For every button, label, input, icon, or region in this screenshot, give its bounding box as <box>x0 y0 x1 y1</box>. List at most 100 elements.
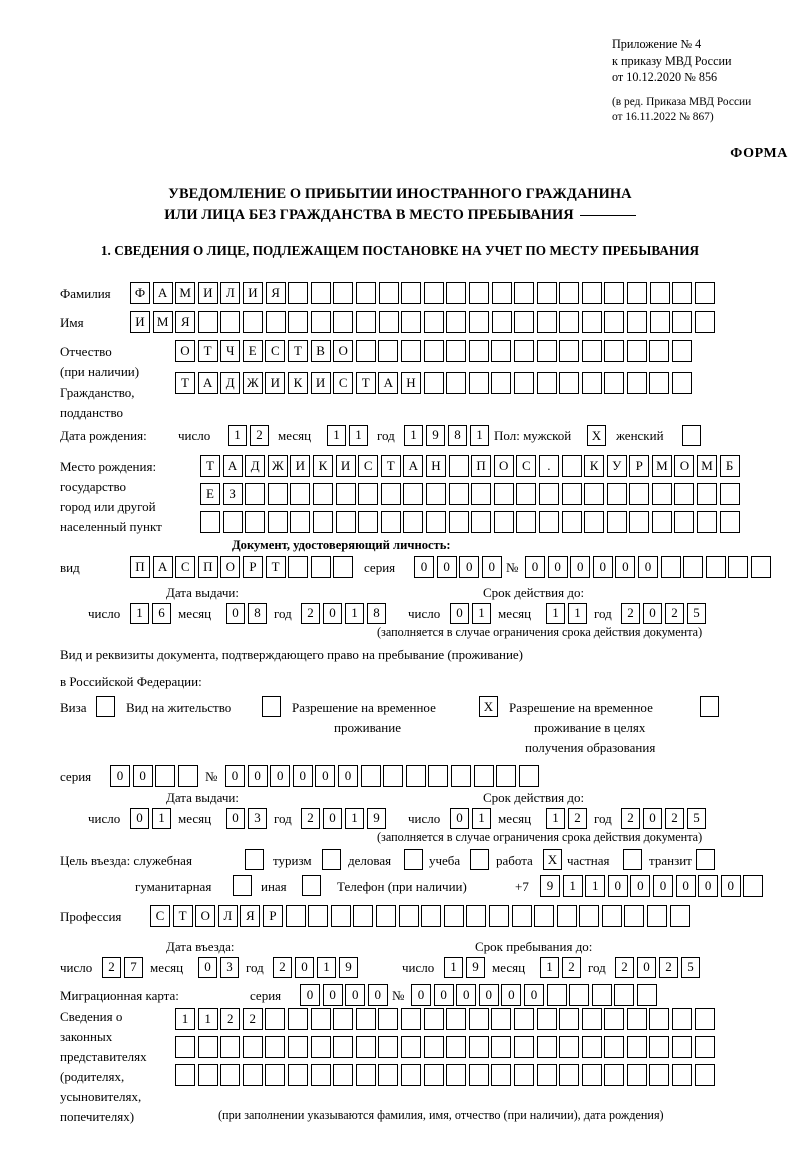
form-cell[interactable]: 1 <box>472 603 491 624</box>
form-cell[interactable] <box>581 1008 602 1030</box>
form-cell[interactable]: О <box>220 556 241 578</box>
form-cell[interactable] <box>651 511 672 533</box>
form-cell[interactable] <box>649 340 670 362</box>
legal-rep-row-3-grid[interactable] <box>175 1064 715 1086</box>
form-cell[interactable]: 0 <box>456 984 477 1006</box>
birthplace-locality-grid[interactable] <box>200 511 740 533</box>
form-cell[interactable]: 2 <box>621 603 640 624</box>
form-cell[interactable]: Ж <box>242 372 263 394</box>
form-cell[interactable] <box>446 340 467 362</box>
form-cell[interactable] <box>378 1008 399 1030</box>
form-cell[interactable] <box>647 905 668 927</box>
form-cell[interactable]: 1 <box>327 425 346 446</box>
form-cell[interactable]: 2 <box>568 808 587 829</box>
form-cell[interactable] <box>423 311 444 333</box>
form-cell[interactable]: А <box>152 556 173 578</box>
form-cell[interactable]: 9 <box>466 957 485 978</box>
temp-residence-edu-checkbox[interactable] <box>700 696 719 717</box>
form-cell[interactable]: 8 <box>248 603 267 624</box>
form-cell[interactable]: 9 <box>426 425 445 446</box>
form-cell[interactable]: 0 <box>270 765 291 787</box>
form-cell[interactable]: . <box>538 455 559 477</box>
form-cell[interactable]: 0 <box>637 957 656 978</box>
form-cell[interactable]: Ф <box>130 282 150 304</box>
form-cell[interactable] <box>614 984 635 1006</box>
form-cell[interactable]: М <box>175 282 196 304</box>
form-cell[interactable] <box>536 311 557 333</box>
form-cell[interactable]: 2 <box>242 1008 263 1030</box>
form-cell[interactable] <box>626 340 647 362</box>
form-cell[interactable]: 1 <box>404 425 423 446</box>
form-cell[interactable] <box>468 372 489 394</box>
form-cell[interactable]: 1 <box>152 808 171 829</box>
form-cell[interactable] <box>491 372 512 394</box>
form-cell[interactable] <box>559 340 580 362</box>
form-cell[interactable]: 0 <box>570 556 591 578</box>
form-cell[interactable]: 2 <box>621 808 640 829</box>
form-cell[interactable]: С <box>175 556 196 578</box>
form-cell[interactable] <box>627 311 648 333</box>
purpose-humanitarian-checkbox[interactable] <box>233 875 252 896</box>
form-cell[interactable] <box>310 1036 331 1058</box>
form-cell[interactable] <box>222 511 243 533</box>
form-cell[interactable] <box>606 483 627 505</box>
form-cell[interactable] <box>584 483 605 505</box>
form-cell[interactable] <box>242 1036 263 1058</box>
form-cell[interactable]: И <box>130 311 150 333</box>
form-cell[interactable] <box>288 282 309 304</box>
form-cell[interactable] <box>536 1064 557 1086</box>
form-cell[interactable]: 0 <box>130 808 149 829</box>
form-cell[interactable]: 1 <box>444 957 463 978</box>
form-cell[interactable] <box>220 1036 241 1058</box>
purpose-work-checkbox[interactable]: X <box>543 849 562 870</box>
legal-rep-row-2-grid[interactable] <box>175 1036 715 1058</box>
form-cell[interactable] <box>672 311 693 333</box>
form-cell[interactable] <box>581 1064 602 1086</box>
form-cell[interactable] <box>516 483 537 505</box>
form-cell[interactable]: С <box>150 905 170 927</box>
form-cell[interactable]: С <box>333 372 354 394</box>
form-cell[interactable] <box>491 1064 512 1086</box>
form-cell[interactable]: 1 <box>562 875 583 897</box>
form-cell[interactable] <box>674 483 695 505</box>
form-cell[interactable] <box>750 556 771 578</box>
form-cell[interactable]: А <box>197 372 218 394</box>
form-cell[interactable] <box>245 483 266 505</box>
form-cell[interactable] <box>383 765 404 787</box>
form-cell[interactable]: 0 <box>315 765 336 787</box>
form-cell[interactable] <box>604 282 625 304</box>
form-cell[interactable] <box>694 1036 715 1058</box>
form-cell[interactable]: Р <box>242 556 263 578</box>
form-cell[interactable] <box>581 372 602 394</box>
form-cell[interactable] <box>581 1036 602 1058</box>
form-cell[interactable] <box>488 905 509 927</box>
form-cell[interactable]: 0 <box>478 984 499 1006</box>
form-cell[interactable]: 2 <box>665 808 684 829</box>
form-cell[interactable] <box>401 282 422 304</box>
form-cell[interactable] <box>423 340 444 362</box>
form-cell[interactable] <box>719 483 740 505</box>
form-cell[interactable]: 5 <box>687 603 706 624</box>
form-cell[interactable] <box>581 340 602 362</box>
form-cell[interactable] <box>290 483 311 505</box>
form-cell[interactable] <box>697 483 718 505</box>
form-cell[interactable] <box>636 984 657 1006</box>
form-cell[interactable] <box>378 1036 399 1058</box>
form-cell[interactable] <box>375 905 396 927</box>
form-cell[interactable]: Д <box>220 372 241 394</box>
form-cell[interactable]: О <box>175 340 195 362</box>
form-cell[interactable]: 0 <box>675 875 696 897</box>
form-cell[interactable] <box>355 340 376 362</box>
form-cell[interactable]: 0 <box>337 765 358 787</box>
form-cell[interactable]: 0 <box>450 808 469 829</box>
form-cell[interactable] <box>468 1008 489 1030</box>
form-cell[interactable]: 0 <box>643 603 662 624</box>
form-cell[interactable]: 1 <box>546 603 565 624</box>
form-cell[interactable] <box>569 984 590 1006</box>
form-cell[interactable]: Б <box>719 455 740 477</box>
form-cell[interactable]: 0 <box>414 556 434 578</box>
